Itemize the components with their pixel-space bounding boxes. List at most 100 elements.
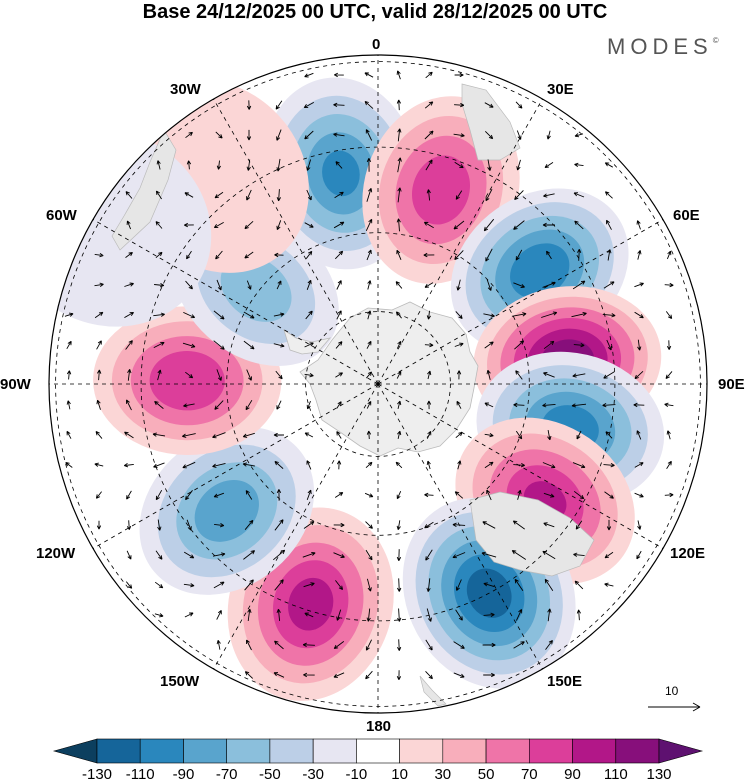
- wind-vector: [514, 578, 524, 591]
- wind-vector: [426, 310, 431, 320]
- wind-vector: [543, 372, 555, 378]
- wind-vector: [126, 220, 132, 230]
- wind-vector: [515, 430, 523, 440]
- latitude-circle: [226, 232, 530, 536]
- wind-vector: [547, 430, 552, 441]
- wind-vector: [424, 521, 434, 529]
- wind-vector: [334, 492, 344, 498]
- wind-vector: [244, 519, 254, 530]
- meridian-line: [204, 84, 379, 385]
- wind-vector: [244, 579, 254, 591]
- wind-vector: [216, 369, 222, 381]
- wind-vector: [573, 343, 585, 348]
- wind-vector: [457, 460, 462, 470]
- latitude-circle: [305, 311, 451, 457]
- wind-vector: [335, 341, 343, 349]
- wind-vector: [542, 222, 555, 228]
- wind-vector: [336, 431, 342, 439]
- wind-vector: [246, 129, 252, 141]
- wind-vector: [573, 490, 585, 500]
- wind-vector: [515, 609, 523, 621]
- colorbar-swatch: [183, 738, 228, 764]
- wind-vector: [365, 670, 373, 680]
- wind-vector: [247, 608, 252, 622]
- wind-vector: [571, 403, 587, 408]
- wind-vector: [543, 522, 555, 528]
- wind-vector: [636, 430, 642, 440]
- anomaly-contour: [149, 350, 225, 411]
- wind-vector: [183, 551, 195, 559]
- wind-vector: [513, 220, 525, 230]
- wind-vector: [573, 192, 585, 198]
- wind-vector: [185, 371, 194, 379]
- wind-vector: [213, 310, 225, 320]
- wind-vector: [96, 399, 101, 410]
- wind-vector: [515, 101, 523, 109]
- wind-vector: [243, 311, 255, 319]
- wind-vector: [364, 72, 374, 78]
- wind-vector: [483, 218, 495, 232]
- wind-vector: [306, 159, 312, 171]
- wind-vector: [124, 431, 134, 439]
- wind-vector: [604, 491, 614, 499]
- wind-vector: [154, 613, 164, 618]
- wind-vector: [333, 221, 345, 229]
- wind-vector: [305, 250, 313, 259]
- colorbar-tick-label: 10: [391, 766, 408, 783]
- wind-vector: [456, 279, 461, 291]
- wind-vector: [666, 340, 672, 350]
- wind-vector: [572, 462, 586, 469]
- wind-vector: [636, 220, 641, 230]
- wind-vector: [366, 578, 372, 592]
- wind-vector: [335, 580, 344, 591]
- colorbar-tick-label: 130: [646, 766, 672, 783]
- wind-vector: [276, 220, 282, 231]
- wind-vector: [424, 342, 434, 348]
- wind-vector: [424, 130, 434, 140]
- wind-vector: [336, 401, 342, 409]
- wind-vector: [454, 250, 464, 261]
- wind-vector: [604, 191, 613, 199]
- wind-vector: [545, 639, 553, 650]
- wind-vector: [484, 130, 494, 140]
- colorbar-tick-label: 30: [434, 766, 452, 783]
- colorbar-swatch: [572, 738, 617, 764]
- wind-vector: [185, 280, 193, 290]
- wind-vector: [367, 280, 372, 290]
- wind-vector: [396, 549, 402, 562]
- wind-vector: [637, 520, 642, 530]
- anomaly-contour: [510, 243, 570, 299]
- wind-vector: [243, 550, 256, 560]
- wind-vector: [246, 369, 252, 381]
- wind-vector: [364, 492, 374, 498]
- wind-vector: [396, 249, 402, 260]
- wind-vector: [186, 160, 192, 170]
- wind-vector: [126, 550, 132, 560]
- colorbar-tick-label: 90: [564, 766, 581, 783]
- wind-vector: [543, 492, 555, 498]
- lon-label-90e: 90E: [718, 376, 745, 393]
- wind-vector: [157, 519, 162, 531]
- wind-vector: [183, 403, 195, 408]
- brand-name: MODES: [607, 34, 713, 59]
- wind-vector: [486, 369, 491, 380]
- anomaly-cell: [139, 426, 315, 595]
- wind-vector: [126, 490, 132, 500]
- wind-vector: [336, 310, 342, 320]
- wind-vector: [575, 520, 583, 530]
- wind-vector: [572, 373, 586, 378]
- lon-label-90w: 90W: [0, 376, 31, 393]
- wind-vector: [544, 578, 554, 591]
- lon-label-60w: 60W: [46, 207, 77, 224]
- wind-vector: [214, 400, 224, 410]
- wind-vector: [424, 492, 434, 498]
- wind-vector: [276, 608, 281, 621]
- wind-vector: [637, 339, 642, 351]
- wind-vector: [481, 551, 497, 558]
- wind-vector: [214, 523, 225, 528]
- wind-vector: [274, 460, 284, 469]
- wind-vector: [333, 102, 345, 107]
- wind-vector: [574, 162, 584, 167]
- colorbar-swatch: [528, 738, 573, 764]
